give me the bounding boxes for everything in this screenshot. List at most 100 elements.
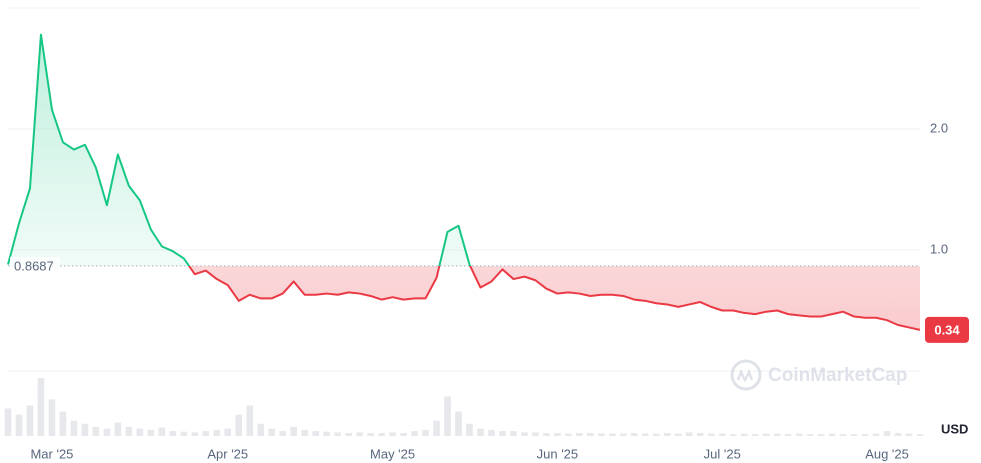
volume-bar [26, 405, 34, 436]
volume-bar [191, 432, 199, 436]
baseline-label-bg [10, 256, 60, 275]
volume-bar [510, 431, 517, 436]
volume-bar [609, 433, 616, 436]
volume-bar [631, 432, 638, 436]
current-price-tag [925, 316, 969, 343]
volume-bar [37, 378, 45, 436]
volume-bar [839, 434, 847, 436]
volume-bar [136, 428, 144, 436]
x-tick-label: Jul '25 [704, 446, 741, 461]
volume-bar [433, 420, 440, 436]
volume-bar [598, 433, 605, 436]
y-tick-label: 1.0 [930, 241, 948, 256]
volume-bar [279, 431, 286, 436]
volume-bar [477, 428, 484, 436]
x-tick-label: Mar '25 [30, 446, 73, 461]
volume-bar [312, 431, 319, 436]
volume-bar [202, 431, 210, 436]
volume-bar [246, 405, 254, 436]
volume-bar [674, 433, 682, 436]
volume-bar [850, 434, 858, 436]
volume-bar [894, 432, 902, 436]
volume-bar [48, 399, 56, 436]
volume-bar [466, 423, 473, 436]
y-tick-label: 2.0 [930, 120, 948, 135]
current-price-label: 0.34 [934, 322, 960, 337]
volume-bar [158, 427, 166, 436]
volume-bar [872, 433, 880, 436]
volume-bar [663, 432, 671, 436]
currency-label: USD [941, 421, 968, 436]
volume-bar [565, 433, 572, 436]
volume-bar [543, 432, 550, 436]
watermark-text: CoinMarketCap [768, 365, 907, 386]
volume-bar [224, 428, 232, 436]
volume-bar [4, 408, 12, 436]
volume-bar [532, 432, 539, 436]
watermark-logo-mark [736, 368, 754, 383]
volume-bar [235, 414, 243, 436]
volume-bar [696, 432, 704, 436]
volume-bar [773, 433, 781, 436]
volume-bar [378, 432, 385, 436]
watermark-logo [730, 359, 762, 391]
volume-bar [828, 433, 836, 436]
volume-bar [751, 434, 759, 436]
volume-bar [59, 411, 67, 436]
volume-bar [367, 432, 374, 436]
baseline-label: 0.8687 [14, 258, 54, 273]
volume-bar [389, 432, 396, 436]
volume-bar [905, 433, 913, 436]
volume-bar [114, 422, 122, 436]
volume-bar [620, 433, 627, 436]
watermark: CoinMarketCap [730, 359, 907, 391]
volume-bar [356, 432, 363, 436]
volume-bar [15, 414, 23, 436]
volume-bar [70, 420, 78, 436]
volume-bar [455, 411, 462, 436]
volume-bar [576, 432, 583, 436]
volume-bar [729, 434, 737, 436]
price-area [8, 34, 920, 330]
volume-bar [817, 434, 825, 436]
volume-bar [400, 432, 407, 436]
volume-bar [652, 433, 660, 436]
volume-bar [290, 426, 297, 436]
volume-bar [861, 434, 869, 436]
volume-bar [444, 396, 451, 436]
volume-bar [642, 433, 649, 436]
volume-bar [125, 426, 133, 436]
volume-bar [169, 431, 177, 436]
volume-bar [345, 432, 352, 436]
volume-bar [916, 434, 924, 436]
volume-bar [806, 434, 814, 436]
volume-bar [411, 431, 418, 436]
volume-bar [213, 429, 221, 436]
volume-bar [718, 433, 726, 436]
volume-bar [92, 426, 100, 436]
volume-bar [103, 428, 111, 436]
volume-bar [499, 431, 506, 436]
x-tick-label: Jun '25 [537, 446, 579, 461]
volume-bar [587, 432, 594, 436]
volume-bar [784, 434, 792, 436]
x-tick-label: Aug '25 [865, 446, 909, 461]
volume-bar [795, 433, 803, 436]
volume-bar [883, 431, 891, 436]
price-line [7, 33, 921, 331]
volume-bar [81, 423, 89, 436]
volume-bar [521, 432, 528, 436]
volume-bar [422, 429, 429, 436]
volume-bar [268, 428, 276, 436]
x-tick-label: May '25 [370, 446, 415, 461]
volume-bar [707, 433, 715, 436]
volume-bar [301, 429, 308, 436]
volume-bar [180, 431, 188, 436]
volume-bar [147, 429, 155, 436]
volume-bar [554, 432, 561, 436]
volume-bar [334, 432, 341, 436]
volume-bar [685, 432, 693, 436]
volume-bar [323, 431, 330, 436]
volume-bar [740, 433, 748, 436]
